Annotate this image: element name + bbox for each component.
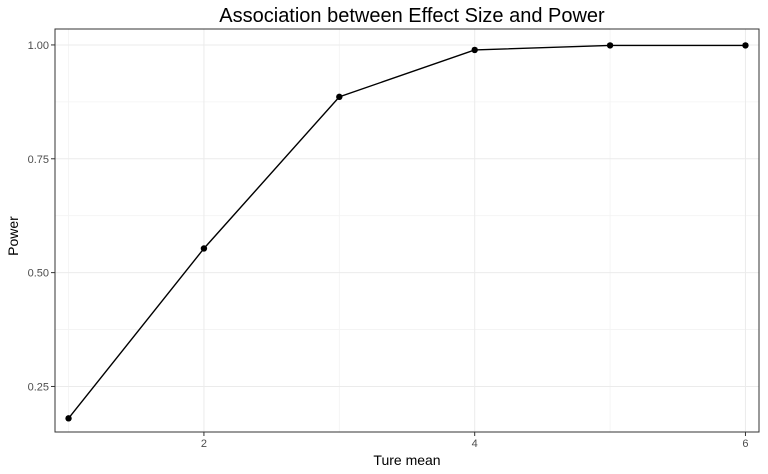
x-tick-label: 2 xyxy=(201,438,207,450)
x-tick-label: 6 xyxy=(742,438,748,450)
chart-title: Association between Effect Size and Powe… xyxy=(219,5,605,27)
series-layer xyxy=(65,42,749,422)
y-tick-label: 0.25 xyxy=(28,381,49,393)
x-axis-title: Ture mean xyxy=(373,452,440,468)
y-axis-title: Power xyxy=(5,216,21,256)
data-point xyxy=(336,93,343,101)
data-point xyxy=(606,42,614,49)
y-tick-label: 1.00 xyxy=(28,40,49,52)
grid-layer xyxy=(55,29,759,432)
data-point xyxy=(65,415,72,422)
panel-border xyxy=(54,28,760,433)
y-tick-label: 0.50 xyxy=(28,268,49,280)
data-point xyxy=(200,245,208,252)
power-series-line xyxy=(67,44,746,419)
x-tick-label: 4 xyxy=(472,438,478,450)
ticks-layer: 0.25 0.50 0.75 1.00 2 4 6 xyxy=(28,40,749,450)
data-point xyxy=(742,42,749,49)
data-point xyxy=(471,46,478,54)
y-tick-label: 0.75 xyxy=(28,154,49,166)
